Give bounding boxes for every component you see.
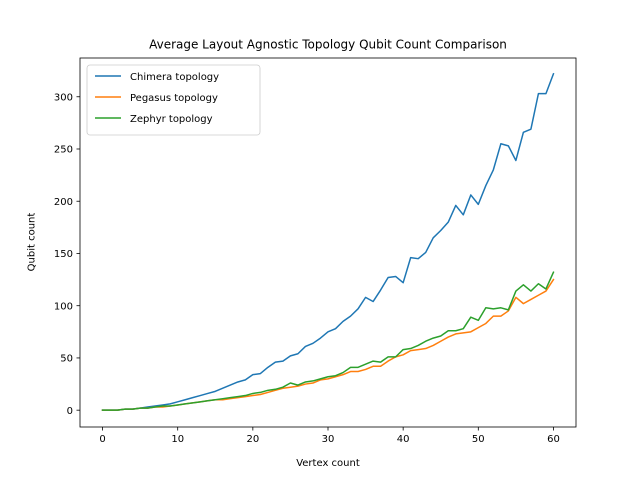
series-line-chimera-topology — [101, 72, 555, 411]
y-tick-label: 150 — [54, 249, 73, 260]
y-tick-label: 50 — [60, 354, 73, 365]
x-tick-label: 20 — [246, 434, 259, 445]
chart-title: Average Layout Agnostic Topology Qubit C… — [149, 38, 507, 52]
x-tick-label: 0 — [99, 434, 105, 445]
legend-label-chimera-topology: Chimera topology — [130, 72, 219, 83]
y-tick-label: 200 — [54, 197, 73, 208]
y-tick-label: 300 — [54, 92, 73, 103]
plot-area: 0 10 20 30 40 50 60 0 50 100 150 200 250 300 Chimera t… — [54, 57, 577, 445]
legend-box — [86, 64, 261, 136]
y-tick-label: 0 — [67, 406, 73, 417]
y-axis-label: Qubit count — [27, 213, 38, 272]
y-tick-label: 250 — [54, 145, 73, 156]
x-tick-label: 40 — [397, 434, 410, 445]
legend-label-pegasus-topology: Pegasus topology — [130, 93, 218, 104]
legend-label-zephyr-topology: Zephyr topology — [130, 114, 213, 125]
x-tick-label: 50 — [472, 434, 485, 445]
x-axis-label: Vertex count — [296, 458, 360, 469]
series-line-zephyr-topology — [101, 271, 555, 411]
y-tick-label: 100 — [54, 301, 73, 312]
x-tick-label: 60 — [547, 434, 560, 445]
x-tick-label: 10 — [171, 434, 184, 445]
x-tick-label: 30 — [322, 434, 335, 445]
